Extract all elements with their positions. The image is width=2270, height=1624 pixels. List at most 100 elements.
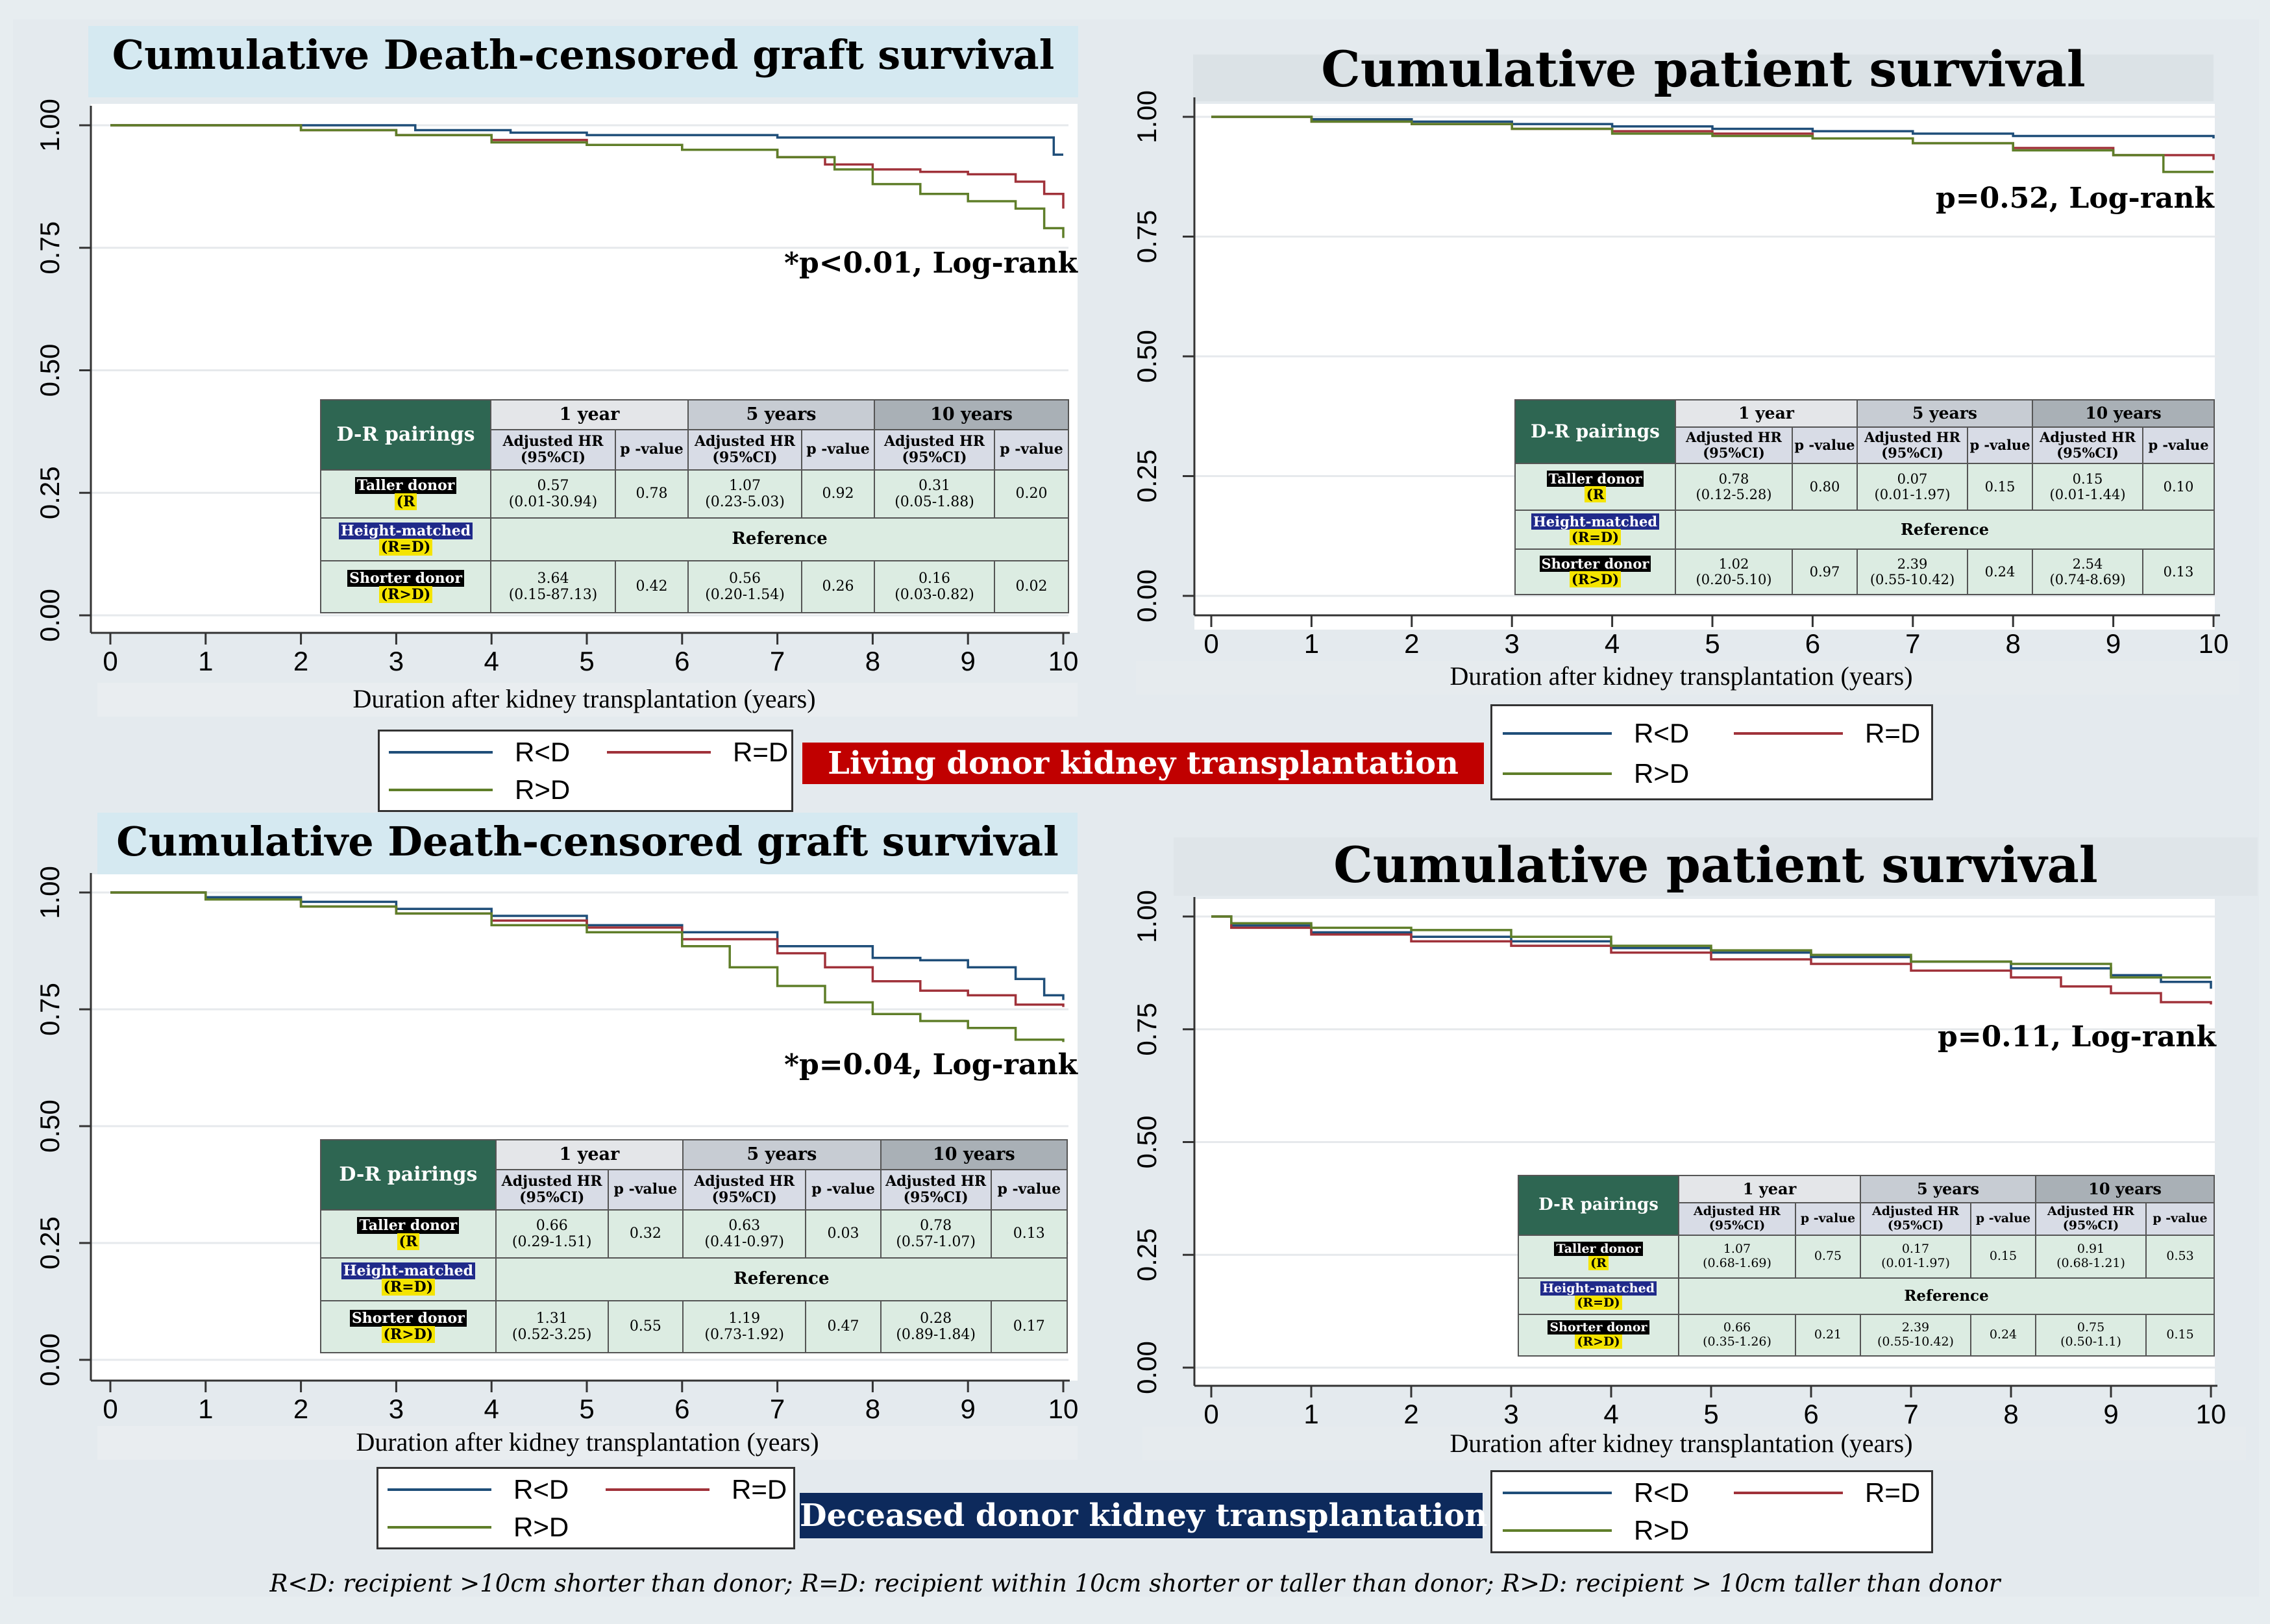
- survival-curve-RgtD: [1211, 915, 2211, 979]
- x-axis-label: Duration after kidney transplantation (y…: [352, 684, 816, 713]
- header-hr: Adjusted HR (95%CI): [874, 429, 996, 471]
- title-box-living-patient: [1193, 55, 2214, 101]
- xlabel-bg: [1136, 661, 2239, 695]
- cell-hr: 1.31 (0.52-3.25): [495, 1300, 609, 1353]
- cell-hr: 0.07 (0.01-1.97): [1857, 463, 1968, 511]
- logrank-annotation: p=0.11, Log-rank: [1938, 1020, 2216, 1053]
- banner-living-donor: Living donor kidney transplantation: [802, 743, 1484, 784]
- x-tick-label: 5: [579, 1394, 594, 1424]
- cell-p: 0.15: [1966, 463, 2034, 511]
- header-1-year: 1 year: [495, 1139, 684, 1170]
- legend-item-reqd: R=D: [1734, 1477, 1920, 1508]
- legend-item-rltd: R<D: [388, 1474, 569, 1505]
- header-10-years: 10 years: [2035, 1175, 2215, 1203]
- legend-label: R<D: [1634, 718, 1690, 748]
- legend-label: R<D: [515, 737, 571, 767]
- x-tick-label: 8: [865, 646, 880, 676]
- header-hr: Adjusted HR (95%CI): [1675, 426, 1793, 464]
- x-tick-label: 2: [293, 646, 308, 676]
- legend-swatch: [1734, 1492, 1843, 1494]
- xlabel-bg: [1142, 1427, 2246, 1460]
- x-tick-label: 7: [1905, 628, 1920, 659]
- cell-p: 0.97: [1792, 548, 1858, 595]
- x-axis-label: Duration after kidney transplantation (y…: [356, 1427, 819, 1457]
- legend-item-reqd: R=D: [607, 737, 788, 768]
- row-label-matched: Height-matched (R=D): [1514, 510, 1676, 550]
- xlabel-bg: [97, 683, 1078, 717]
- cell-p: 0.32: [607, 1209, 684, 1259]
- header-hr: Adjusted HR (95%CI): [1860, 1202, 1971, 1236]
- legend-label: R>D: [1634, 1515, 1690, 1545]
- header-p: p -value: [1969, 1202, 2037, 1236]
- cell-p: 0.17: [990, 1300, 1068, 1353]
- x-tick-label: 10: [2196, 1399, 2227, 1429]
- legend-swatch: [1503, 1529, 1612, 1532]
- x-tick-label: 10: [1048, 646, 1079, 676]
- x-tick-label: 7: [1903, 1399, 1918, 1429]
- y-tick-label: 0.25: [1131, 450, 1162, 503]
- row-label-shorter: Shorter donor (R>D): [1518, 1314, 1679, 1357]
- cell-p: 0.53: [2145, 1235, 2215, 1279]
- row-label-shorter: Shorter donor (R>D): [320, 1300, 497, 1353]
- x-tick-label: 2: [1404, 628, 1419, 659]
- header-pairings: D-R pairings: [320, 1139, 497, 1211]
- y-tick-label: 0.00: [1131, 569, 1162, 622]
- header-pairings: D-R pairings: [320, 399, 491, 471]
- x-tick-label: 1: [1303, 1399, 1318, 1429]
- y-tick-label: 0.50: [1131, 330, 1162, 383]
- header-hr: Adjusted HR (95%CI): [2032, 426, 2144, 464]
- header-p: p -value: [2145, 1202, 2215, 1236]
- header-hr: Adjusted HR (95%CI): [880, 1169, 992, 1211]
- cell-p: 0.02: [994, 560, 1070, 613]
- x-tick-label: 8: [2003, 1399, 2018, 1429]
- cell-reference: Reference: [495, 1257, 1068, 1301]
- header-hr: Adjusted HR (95%CI): [495, 1169, 609, 1211]
- x-tick-label: 7: [770, 646, 785, 676]
- y-tick-label: 0.75: [1131, 210, 1162, 264]
- cell-p: 0.75: [1795, 1235, 1861, 1279]
- y-tick-label: 1.00: [34, 866, 65, 919]
- x-tick-label: 5: [1705, 628, 1720, 659]
- header-p: p -value: [607, 1169, 684, 1211]
- row-label-taller: Taller donor (R: [320, 1209, 497, 1259]
- chart-living_graft: 0.00 0.25 0.50 0.75 1.00 0 1 2 3 4 5 6 7 8 9 10: [34, 99, 1078, 676]
- legend-swatch: [1503, 732, 1612, 735]
- survival-curve-ReqD: [110, 891, 1065, 1007]
- header-hr: Adjusted HR (95%CI): [1678, 1202, 1796, 1236]
- chart-title-deceased-graft: Cumulative Death-censored graft survival: [116, 818, 1059, 865]
- legend-item-rgtd: R>D: [1503, 758, 1689, 789]
- survival-curve-ReqD: [1211, 116, 2215, 160]
- cell-hr: 0.28 (0.89-1.84): [880, 1300, 992, 1353]
- header-p: p -value: [805, 1169, 882, 1211]
- header-p: p -value: [2142, 426, 2215, 464]
- row-label-matched: Height-matched (R=D): [320, 1257, 497, 1301]
- header-hr: Adjusted HR (95%CI): [2035, 1202, 2147, 1236]
- cell-hr: 0.15 (0.01-1.44): [2032, 463, 2144, 511]
- chart-legend: R<D R=D R>D: [1490, 704, 1933, 800]
- logrank-annotation: *p=0.04, Log-rank: [784, 1048, 1078, 1081]
- hr-table-deceased_graft: D-R pairings 1 year 5 years 10 years Adj…: [320, 1139, 1068, 1353]
- cell-p: 0.42: [615, 560, 689, 613]
- header-hr: Adjusted HR (95%CI): [682, 1169, 807, 1211]
- cell-hr: 2.39 (0.55-10.42): [1857, 548, 1968, 595]
- cell-reference: Reference: [489, 517, 1070, 561]
- chart-living_patient: 0.00 0.25 0.50 0.75 1.00 0 1 2 3 4 5 6 7 8 9 10: [1131, 90, 2228, 659]
- cell-hr: 2.54 (0.74-8.69): [2032, 548, 2144, 595]
- legend-item-rltd: R<D: [1503, 1477, 1689, 1508]
- y-tick-label: 0.00: [34, 589, 65, 642]
- legend-swatch: [607, 751, 711, 754]
- y-tick-label: 0.25: [1131, 1228, 1162, 1281]
- cell-p: 0.92: [800, 469, 876, 519]
- legend-item-rltd: R<D: [1503, 718, 1689, 749]
- x-tick-label: 0: [103, 646, 117, 676]
- title-box-deceased-graft: [97, 813, 1078, 874]
- header-p: p -value: [994, 429, 1070, 471]
- title-box-living-graft: [88, 26, 1078, 97]
- cell-p: 0.13: [990, 1209, 1068, 1259]
- legend-swatch: [1734, 732, 1843, 735]
- header-p: p -value: [800, 429, 876, 471]
- x-tick-label: 7: [770, 1394, 785, 1424]
- header-hr: Adjusted HR (95%CI): [490, 429, 616, 471]
- legend-item-reqd: R=D: [1734, 718, 1920, 749]
- x-tick-label: 6: [674, 646, 689, 676]
